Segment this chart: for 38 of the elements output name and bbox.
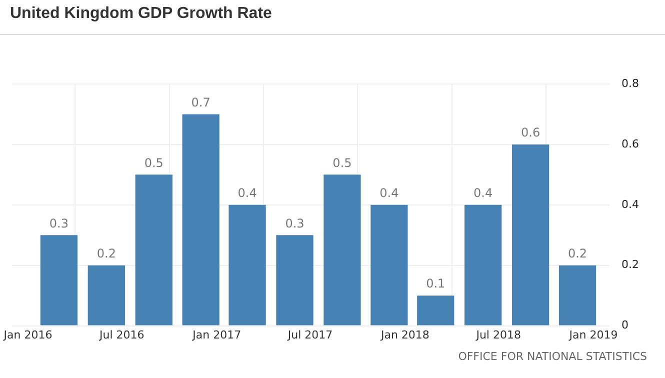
bar xyxy=(228,204,266,326)
y-tick-label: 0.4 xyxy=(622,198,640,211)
data-label: 0.4 xyxy=(238,186,257,200)
y-tick-label: 0.6 xyxy=(622,137,640,150)
bar xyxy=(182,114,220,326)
data-label: 0.4 xyxy=(380,186,399,200)
bar xyxy=(464,204,502,326)
bar xyxy=(324,174,361,326)
bar xyxy=(40,235,78,326)
text: OFFICE FOR NATIONAL STATISTICS xyxy=(458,350,647,363)
data-label: 0.7 xyxy=(191,95,210,110)
x-tick-label: Jul 2018 xyxy=(475,328,521,342)
y-tick-label: 0 xyxy=(622,318,629,332)
data-label: 0.5 xyxy=(332,156,352,170)
x-tick-label: Jan 2017 xyxy=(192,328,242,342)
y-tick-label: 0.8 xyxy=(622,76,640,90)
bar xyxy=(558,265,596,326)
x-tick-label: Jul 2016 xyxy=(98,328,144,342)
data-label: 0.2 xyxy=(96,246,116,260)
bar xyxy=(276,235,314,326)
data-label: 0.6 xyxy=(521,126,540,140)
bar xyxy=(88,265,125,326)
bar xyxy=(512,144,550,326)
y-tick-label: 0.2 xyxy=(622,258,640,272)
data-label: 0.5 xyxy=(144,156,164,170)
bar xyxy=(135,174,172,326)
data-label: 0.2 xyxy=(568,246,588,260)
x-tick-label: Jan 2018 xyxy=(380,328,430,342)
data-label: 0.3 xyxy=(49,216,68,230)
x-tick-label: Jan 2019 xyxy=(568,328,618,342)
bar xyxy=(370,204,408,326)
x-tick-label: Jul 2017 xyxy=(286,328,333,342)
chart-title: United Kingdom GDP Growth Rate xyxy=(10,5,272,23)
data-label: 0.1 xyxy=(426,276,446,291)
x-tick-label: Jan 2016 xyxy=(2,328,52,342)
data-label: 0.3 xyxy=(285,216,304,230)
data-label: 0.4 xyxy=(474,186,493,200)
bar xyxy=(417,296,454,326)
